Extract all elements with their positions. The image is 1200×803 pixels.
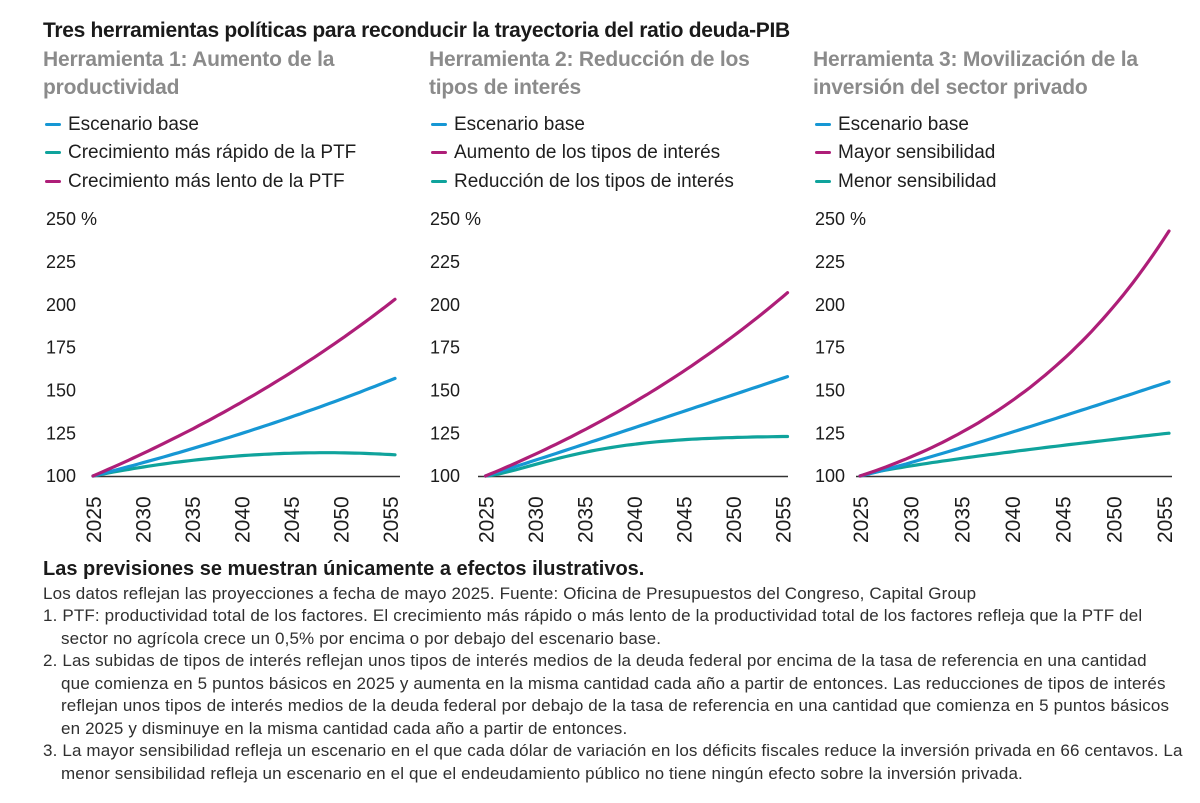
- svg-text:100: 100: [815, 466, 845, 486]
- svg-text:125: 125: [815, 423, 845, 443]
- svg-text:2035: 2035: [951, 496, 974, 543]
- svg-text:2050: 2050: [1103, 496, 1126, 543]
- svg-text:150: 150: [430, 381, 460, 401]
- svg-text:2055: 2055: [1154, 496, 1177, 543]
- svg-text:125: 125: [46, 423, 76, 443]
- svg-text:2050: 2050: [331, 496, 354, 543]
- svg-text:2025: 2025: [476, 496, 499, 543]
- svg-text:225: 225: [430, 252, 460, 272]
- svg-text:175: 175: [46, 338, 76, 358]
- svg-text:250 %: 250 %: [46, 209, 97, 229]
- svg-text:225: 225: [815, 252, 845, 272]
- svg-text:200: 200: [815, 295, 845, 315]
- svg-text:2040: 2040: [1002, 496, 1025, 543]
- svg-text:2055: 2055: [773, 496, 796, 543]
- svg-text:225: 225: [46, 252, 76, 272]
- svg-text:100: 100: [430, 466, 460, 486]
- svg-text:2025: 2025: [83, 496, 106, 543]
- svg-text:250 %: 250 %: [815, 209, 866, 229]
- svg-text:175: 175: [815, 338, 845, 358]
- svg-text:2035: 2035: [575, 496, 598, 543]
- svg-text:200: 200: [430, 295, 460, 315]
- svg-text:2045: 2045: [281, 496, 304, 543]
- svg-text:2035: 2035: [182, 496, 205, 543]
- svg-text:2045: 2045: [674, 496, 697, 543]
- svg-text:2040: 2040: [624, 496, 647, 543]
- svg-text:175: 175: [430, 338, 460, 358]
- svg-text:2030: 2030: [525, 496, 548, 543]
- svg-text:2050: 2050: [723, 496, 746, 543]
- svg-text:2055: 2055: [380, 496, 403, 543]
- svg-text:2040: 2040: [232, 496, 255, 543]
- svg-text:2045: 2045: [1053, 496, 1076, 543]
- svg-text:125: 125: [430, 423, 460, 443]
- svg-text:250 %: 250 %: [430, 209, 481, 229]
- svg-text:200: 200: [46, 295, 76, 315]
- svg-text:100: 100: [46, 466, 76, 486]
- svg-text:2025: 2025: [850, 496, 873, 543]
- svg-text:2030: 2030: [133, 496, 156, 543]
- svg-text:2030: 2030: [901, 496, 924, 543]
- svg-text:150: 150: [815, 381, 845, 401]
- svg-text:150: 150: [46, 381, 76, 401]
